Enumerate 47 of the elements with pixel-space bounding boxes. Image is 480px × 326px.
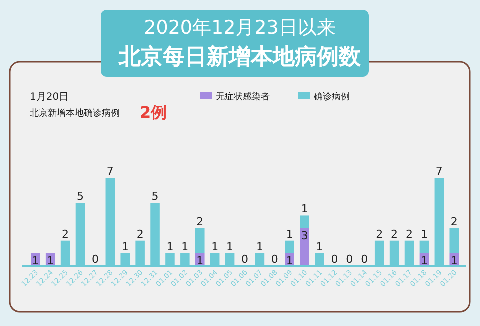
data-label: 2	[391, 228, 398, 241]
bar	[300, 216, 310, 228]
data-label: 1	[286, 228, 294, 241]
data-label: 0	[361, 253, 368, 266]
text: 1月20日	[30, 92, 70, 103]
data-label: 5	[152, 190, 159, 204]
data-label: 1	[196, 254, 204, 268]
data-label: 2	[62, 228, 70, 241]
data-label: 0	[331, 253, 338, 266]
data-label: 1	[420, 254, 428, 268]
data-label: 2	[450, 215, 458, 228]
data-label: 1	[256, 240, 264, 254]
data-label: 7	[106, 165, 114, 178]
text: 2例	[140, 103, 168, 122]
bar	[300, 228, 310, 266]
data-label: 1	[301, 202, 308, 216]
chart-subtitle: 北京每日新增本地病例数	[118, 44, 362, 70]
bar	[196, 228, 205, 254]
data-label: 2	[136, 228, 144, 241]
legend-label: 确诊病例	[313, 92, 350, 102]
data-label: 0	[271, 253, 278, 266]
data-label: 0	[92, 253, 99, 266]
bar	[285, 240, 294, 254]
data-label: 1	[286, 254, 294, 268]
data-label: 1	[47, 254, 54, 268]
data-label: 1	[212, 240, 219, 254]
data-label: 1	[32, 254, 40, 268]
data-label: 1	[450, 254, 458, 268]
data-label: 5	[76, 190, 84, 204]
data-label: 0	[242, 253, 248, 266]
data-label: 1	[166, 240, 174, 254]
text: 北京新增本地确诊病例	[30, 108, 120, 119]
bar	[450, 228, 460, 254]
data-label: 1	[420, 228, 428, 241]
data-label: 2	[406, 228, 414, 241]
bar	[420, 240, 430, 254]
data-label: 2	[196, 215, 204, 228]
data-label: 2	[376, 228, 384, 241]
data-label: 3	[301, 229, 308, 242]
data-label: 1	[226, 240, 234, 254]
legend-label: 无症状感染者	[216, 92, 270, 102]
data-label: 0	[346, 253, 354, 266]
data-label: 1	[122, 240, 129, 254]
data-label: 7	[436, 165, 443, 178]
chart-title: 2020年12月23日以来	[144, 17, 336, 39]
data-label: 1	[182, 240, 189, 254]
data-label: 1	[316, 240, 324, 254]
